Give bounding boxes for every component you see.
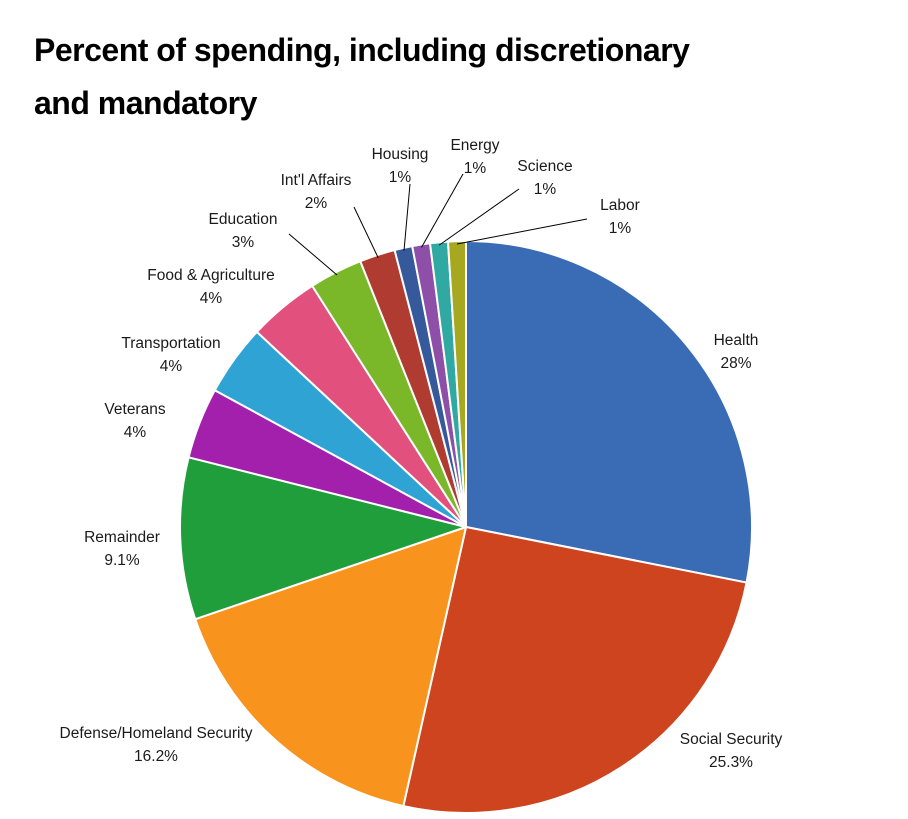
pie-label-remainder: Remainder 9.1%: [84, 529, 160, 569]
pie-label-defense-homeland-security: Defense/Homeland Security 16.2%: [60, 725, 253, 765]
pie-label-name: Veterans: [104, 401, 165, 418]
pie-label-name: Housing: [372, 146, 429, 163]
pie-slice-labor: [446, 240, 467, 528]
leader-line-int-l-affairs: [353, 206, 379, 259]
pie-label-energy: Energy 1%: [450, 137, 499, 177]
pie-label-percent: 4%: [160, 358, 183, 375]
pie-label-education: Education 3%: [209, 211, 278, 251]
pie-label-name: Food & Agriculture: [147, 267, 275, 284]
pie-label-veterans: Veterans 4%: [104, 401, 165, 441]
pie-label-labor: Labor 1%: [600, 197, 640, 237]
pie-label-percent: 1%: [534, 181, 557, 198]
pie-label-science: Science 1%: [517, 158, 572, 198]
pie-label-int-l-affairs: Int'l Affairs 2%: [281, 172, 352, 212]
pie-label-social-security: Social Security 25.3%: [680, 731, 783, 771]
pie-label-health: Health 28%: [714, 332, 759, 372]
pie-label-percent: 16.2%: [134, 748, 178, 765]
pie-label-transportation: Transportation 4%: [121, 335, 220, 375]
chart-title: Percent of spending, including discretio…: [34, 24, 690, 130]
pie-label-name: Energy: [450, 137, 499, 154]
leader-line-energy: [421, 173, 464, 248]
pie-slice-remainder: [179, 456, 467, 621]
pie-label-food-agriculture: Food & Agriculture 4%: [147, 267, 275, 307]
pie-label-housing: Housing 1%: [372, 146, 429, 186]
pie-label-name: Education: [209, 211, 278, 228]
pie-slice-social-security: [402, 526, 748, 814]
chart-title-line-2: and mandatory: [34, 85, 257, 121]
pie-label-name: Science: [517, 158, 572, 175]
pie-label-name: Defense/Homeland Security: [60, 725, 253, 742]
pie-slice-health: [465, 240, 754, 584]
pie-label-percent: 2%: [305, 195, 328, 212]
pie-label-name: Remainder: [84, 529, 160, 546]
pie-label-percent: 25.3%: [709, 754, 753, 771]
chart-title-line-1: Percent of spending, including discretio…: [34, 32, 690, 68]
pie-label-percent: 3%: [232, 234, 255, 251]
pie-label-name: Social Security: [680, 731, 783, 748]
pie-label-name: Int'l Affairs: [281, 172, 352, 189]
pie-label-name: Transportation: [121, 335, 220, 352]
leader-line-housing: [403, 183, 411, 251]
pie-label-percent: 28%: [720, 355, 751, 372]
leader-line-labor: [457, 218, 588, 245]
leader-line-education: [288, 233, 338, 276]
pie-label-name: Health: [714, 332, 759, 349]
pie-label-percent: 1%: [389, 169, 412, 186]
pie-label-percent: 4%: [200, 290, 223, 307]
pie-label-name: Labor: [600, 197, 640, 214]
pie-label-percent: 1%: [609, 220, 632, 237]
pie-label-percent: 4%: [124, 424, 147, 441]
pie-label-percent: 9.1%: [104, 552, 140, 569]
pie-label-percent: 1%: [464, 160, 487, 177]
leader-line-science: [438, 188, 520, 246]
